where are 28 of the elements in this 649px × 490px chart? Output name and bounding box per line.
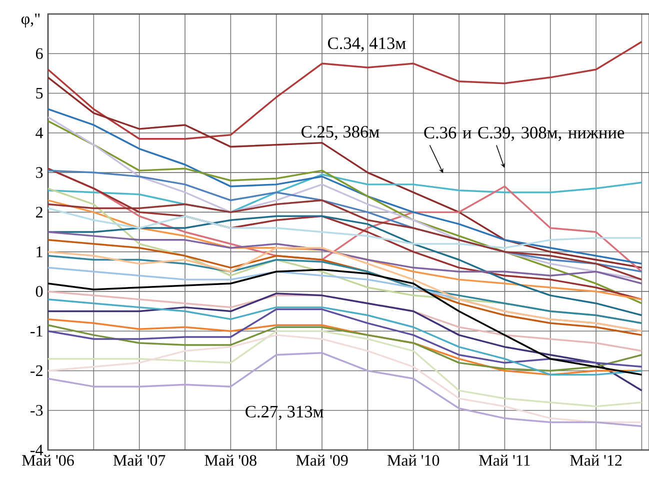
y-axis-title: φ," (21, 14, 40, 28)
y-tick-label: 4 (36, 128, 44, 138)
x-tick-label: Май '11 (479, 454, 530, 466)
y-tick-label: 3 (36, 167, 43, 178)
y-tick-label: 2 (36, 206, 42, 218)
x-tick-label: Май '08 (204, 454, 256, 466)
line-series (48, 215, 643, 316)
y-tick-label: 6 (36, 48, 43, 59)
line-series (48, 352, 643, 428)
y-tick-label: 1 (36, 246, 42, 258)
line-series (48, 254, 643, 324)
annotation: С.36 и С.39, 308м, нижние (424, 126, 624, 141)
y-tick-label: -2 (30, 365, 42, 376)
annotation: С.27, 313м (246, 406, 324, 420)
line-series (48, 168, 643, 300)
x-tick-label: Май '09 (296, 454, 348, 466)
x-tick-label: Май '06 (22, 454, 74, 466)
y-tick-label: -1 (30, 326, 42, 336)
x-tick-label: Май '12 (570, 454, 622, 466)
y-tick-label: -4 (30, 444, 44, 456)
y-tick-label: 0 (36, 286, 43, 297)
annotation: С.34, 413м (328, 37, 406, 52)
x-tick-label: Май '07 (113, 454, 166, 466)
y-tick-label: -3 (30, 404, 43, 416)
line-series (48, 324, 643, 372)
annotation: С.25, 386м (302, 126, 380, 140)
x-tick-label: Май '10 (387, 454, 440, 466)
y-tick-label: 5 (36, 88, 43, 99)
